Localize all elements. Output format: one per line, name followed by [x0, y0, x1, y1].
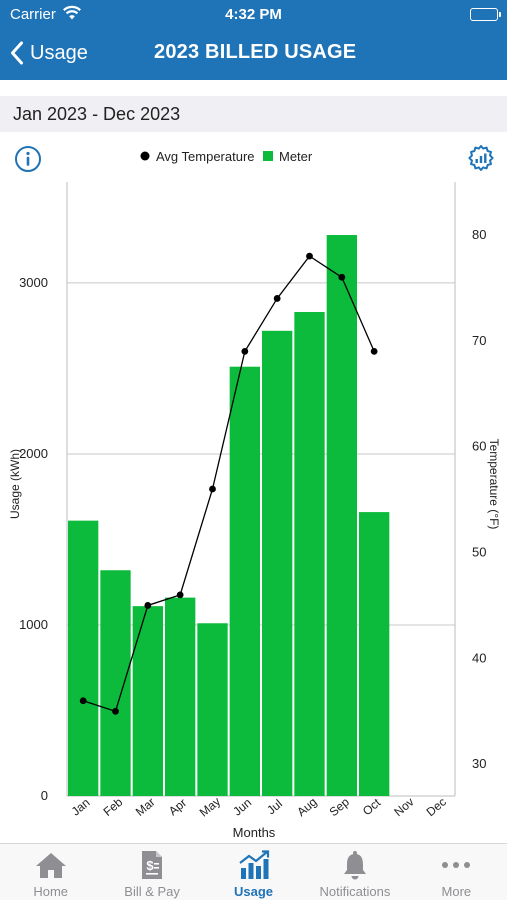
y2-axis-title: Temperature (°F): [487, 439, 501, 530]
avg-temperature-point: [370, 347, 378, 355]
back-label: Usage: [30, 41, 88, 64]
tab-more[interactable]: More: [406, 844, 507, 900]
avg-temperature-point: [273, 295, 281, 302]
tab-label: More: [441, 884, 472, 899]
legend-temperature-marker: [140, 151, 150, 161]
avg-temperature-line: [82, 255, 375, 713]
wifi-icon: [62, 5, 82, 26]
tab-label: Bill & Pay: [124, 884, 180, 899]
y-tick-label: 3000: [19, 275, 48, 290]
legend-meter-marker: [263, 151, 273, 161]
tab-label: Home: [33, 884, 69, 899]
info-icon[interactable]: [14, 145, 42, 173]
avg-temperature-point: [241, 347, 249, 355]
y2-tick-label: 80: [472, 227, 486, 242]
y-tick-label: 2000: [19, 446, 48, 461]
page-title: 2023 BILLED USAGE: [154, 41, 357, 63]
tab-bill-pay[interactable]: $ Bill & Pay: [101, 844, 202, 900]
tab-notifications[interactable]: Notifications: [304, 844, 405, 900]
meter-bar: [68, 520, 99, 796]
usage-chart-svg: 0 1000 2000 3000 30 40 50 60 70 80 Jan Feb Mar Apr May…: [8, 149, 501, 840]
chevron-left-icon: [10, 41, 24, 65]
battery-icon: [470, 8, 501, 21]
meter-bar: [197, 623, 228, 796]
x-tick-label: Apr: [166, 796, 189, 819]
meter-bar: [326, 235, 357, 796]
usage-chart-icon: [237, 850, 271, 880]
avg-temperature-point: [338, 273, 346, 281]
meter-bar: [262, 330, 293, 796]
avg-temperature-point: [144, 602, 152, 609]
y2-tick-label: 30: [472, 756, 486, 771]
tab-home[interactable]: Home: [0, 844, 101, 900]
x-tick-label: Jun: [230, 795, 254, 818]
status-bar: Carrier 4:32 PM: [0, 0, 507, 30]
clock-time: 4:32 PM: [225, 6, 282, 23]
y2-tick-label: 70: [472, 333, 486, 348]
navigation-bar: Usage 2023 BILLED USAGE: [0, 30, 507, 80]
y-axis-title: Usage (kWh): [8, 449, 22, 519]
carrier-label: Carrier: [10, 6, 56, 23]
x-tick-label: Mar: [133, 795, 158, 819]
meter-bar: [229, 366, 260, 796]
meter-bar: [294, 311, 325, 796]
back-button[interactable]: Usage: [10, 38, 88, 68]
x-tick-label: Nov: [391, 795, 416, 819]
y2-tick-label: 60: [472, 439, 486, 454]
avg-temperature-point: [79, 697, 87, 705]
svg-text:$: $: [146, 858, 154, 873]
tab-usage[interactable]: Usage: [203, 844, 304, 900]
date-range-bar: Jan 2023 - Dec 2023: [0, 96, 507, 132]
bill-icon: $: [135, 850, 169, 880]
legend-temperature-label: Avg Temperature: [156, 149, 255, 164]
avg-temperature-point: [176, 591, 184, 599]
x-tick-label: Feb: [101, 795, 126, 819]
x-tick-label: Aug: [294, 795, 319, 819]
x-tick-label: May: [197, 794, 223, 819]
avg-temperature-point: [209, 485, 216, 493]
avg-temperature-point: [112, 707, 119, 715]
home-icon: [34, 850, 68, 880]
y-tick-label: 1000: [19, 617, 48, 632]
meter-bar: [132, 606, 163, 796]
tab-label: Notifications: [319, 884, 391, 899]
meter-bar: [165, 597, 196, 796]
x-axis-title: Months: [233, 825, 276, 840]
x-tick-label: Jan: [69, 795, 93, 818]
y2-tick-label: 50: [472, 545, 486, 560]
usage-chart: 0 1000 2000 3000 30 40 50 60 70 80 Jan Feb Mar Apr May…: [0, 140, 507, 845]
avg-temperature-point: [306, 252, 313, 260]
meter-bar: [359, 512, 390, 796]
tab-label: Usage: [234, 884, 274, 899]
x-tick-label: Jul: [264, 797, 285, 818]
bell-icon: [338, 850, 372, 880]
y2-tick-label: 40: [472, 650, 486, 665]
x-tick-label: Sep: [327, 795, 353, 820]
more-icon: [439, 850, 473, 880]
y-tick-label: 0: [41, 788, 48, 803]
x-tick-label: Dec: [424, 795, 449, 819]
tab-bar: Home $ Bill & Pay Usage: [0, 843, 507, 900]
legend-meter-label: Meter: [279, 149, 313, 164]
x-tick-label: Oct: [360, 795, 384, 818]
date-range-label: Jan 2023 - Dec 2023: [13, 104, 181, 124]
settings-gear-icon[interactable]: [466, 143, 496, 173]
meter-bar: [100, 570, 131, 796]
